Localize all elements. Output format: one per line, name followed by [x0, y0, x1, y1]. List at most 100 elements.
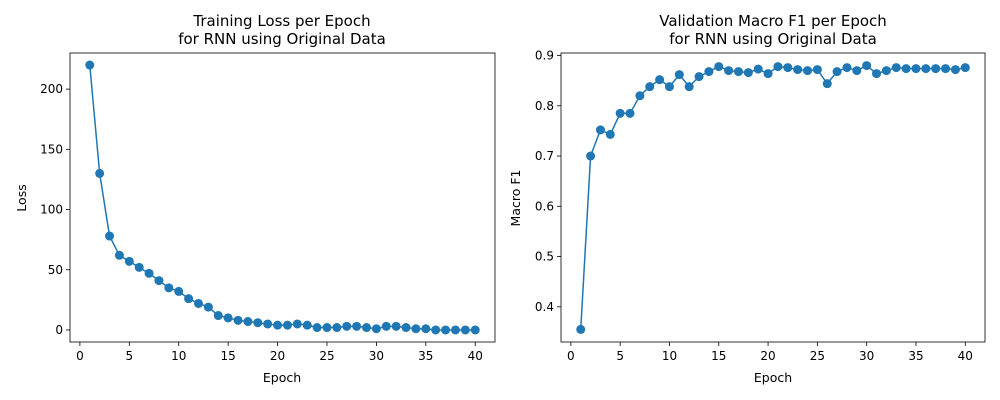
data-point: [694, 72, 704, 82]
data-point: [401, 323, 411, 333]
data-point: [441, 325, 451, 335]
data-point: [223, 313, 233, 323]
data-point: [872, 69, 882, 79]
y-tick-label: 0.8: [535, 99, 554, 113]
data-point: [783, 63, 793, 73]
series-line: [89, 64, 476, 331]
data-point: [576, 324, 586, 334]
data-point: [615, 108, 625, 118]
x-tick-label: 25: [319, 349, 334, 363]
y-tick-label: 0.9: [535, 49, 554, 63]
y-axis-label: Macro F1: [508, 170, 523, 227]
y-tick-label: 0.4: [535, 300, 554, 314]
x-tick-label: 15: [220, 349, 235, 363]
data-point: [793, 65, 803, 75]
chart-title-line-2: for RNN using Original Data: [669, 30, 877, 48]
x-tick-label: 40: [958, 349, 973, 363]
data-point: [753, 64, 763, 74]
x-tick-label: 30: [369, 349, 384, 363]
data-point: [164, 283, 174, 293]
data-point: [362, 323, 372, 333]
data-point: [450, 325, 460, 335]
x-axis-label: Epoch: [754, 370, 792, 385]
data-point: [862, 61, 872, 71]
data-point: [114, 250, 124, 260]
data-point: [684, 82, 694, 92]
x-tick-label: 30: [859, 349, 874, 363]
data-point: [105, 231, 115, 241]
y-tick-label: 0.7: [535, 149, 554, 163]
data-point: [411, 324, 421, 334]
data-point: [812, 65, 822, 75]
data-point: [421, 324, 431, 334]
y-tick-label: 100: [40, 203, 63, 217]
data-point: [852, 66, 862, 76]
data-point: [460, 325, 470, 335]
data-point: [901, 64, 911, 74]
data-point: [950, 65, 960, 75]
data-point: [763, 69, 773, 79]
data-point: [431, 325, 441, 335]
x-tick-label: 25: [810, 349, 825, 363]
data-point: [470, 325, 480, 335]
x-tick-label: 40: [468, 349, 483, 363]
data-point: [931, 64, 941, 74]
x-tick-label: 5: [616, 349, 624, 363]
axes-frame: [69, 52, 496, 343]
series-line: [579, 64, 966, 330]
data-point: [822, 79, 832, 89]
data-point: [714, 62, 724, 72]
data-point: [134, 262, 144, 272]
data-point: [193, 298, 203, 308]
x-axis-label: Epoch: [263, 370, 301, 385]
data-point: [302, 320, 312, 330]
data-point: [891, 63, 901, 73]
x-tick-label: 0: [567, 349, 575, 363]
x-tick-label: 10: [662, 349, 677, 363]
data-point: [655, 75, 665, 85]
data-point: [842, 63, 852, 73]
data-point: [391, 321, 401, 331]
data-point: [724, 66, 734, 76]
data-point: [144, 268, 154, 278]
y-tick-label: 50: [48, 263, 63, 277]
data-point: [282, 320, 292, 330]
data-point: [960, 63, 970, 73]
data-point: [184, 294, 194, 304]
data-point: [292, 319, 302, 329]
data-point: [625, 108, 635, 118]
data-point: [124, 256, 134, 266]
data-point: [263, 319, 273, 329]
data-point: [704, 67, 714, 77]
chart-training-loss: Training Loss per Epoch for RNN using Or…: [14, 12, 496, 385]
data-point: [342, 321, 352, 331]
x-tick-label: 15: [711, 349, 726, 363]
data-point: [733, 67, 743, 77]
y-tick-label: 150: [40, 142, 63, 156]
data-point: [595, 125, 605, 135]
data-point: [203, 302, 213, 312]
y-tick-label: 0.6: [535, 199, 554, 213]
data-point: [832, 67, 842, 77]
data-point: [174, 286, 184, 296]
data-point: [921, 64, 931, 74]
data-point: [371, 324, 381, 334]
y-axis-label: Loss: [14, 184, 29, 211]
data-point: [645, 82, 655, 92]
data-point: [664, 82, 674, 92]
data-point: [773, 62, 783, 72]
chart-title-line-2: for RNN using Original Data: [178, 30, 386, 48]
chart-validation-f1: Validation Macro F1 per Epoch for RNN us…: [508, 12, 986, 385]
data-point: [273, 320, 283, 330]
data-point: [95, 168, 105, 178]
data-point: [881, 66, 891, 76]
data-point: [941, 64, 951, 74]
data-point: [322, 323, 332, 333]
data-point: [85, 60, 95, 70]
data-point: [154, 276, 164, 286]
x-tick-label: 20: [270, 349, 285, 363]
data-point: [803, 66, 813, 76]
y-tick-label: 0: [55, 323, 63, 337]
chart-title-line-1: Training Loss per Epoch: [192, 12, 370, 30]
